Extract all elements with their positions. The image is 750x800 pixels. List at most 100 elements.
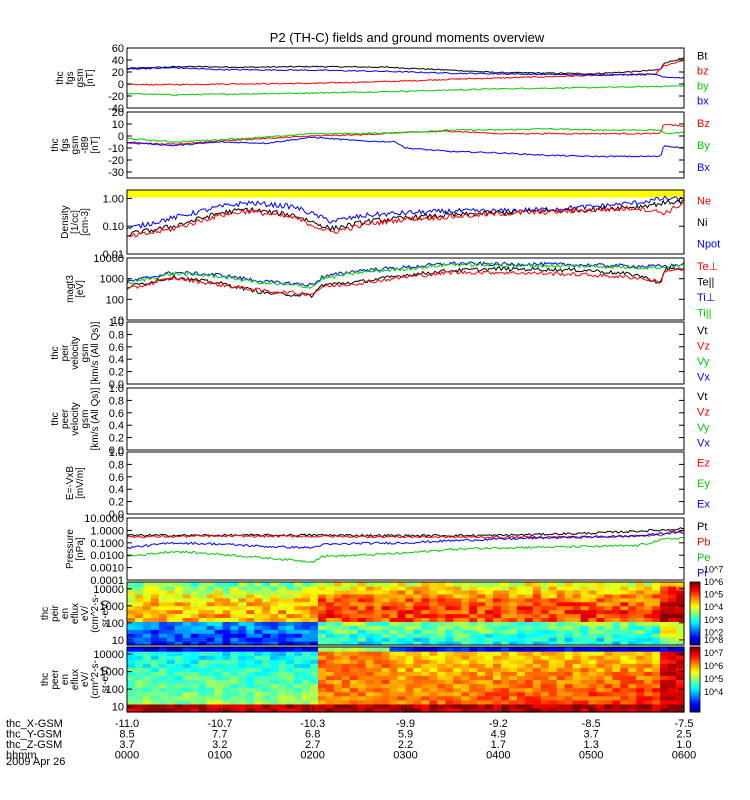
- heatmap-cell: [222, 659, 232, 664]
- heatmap-cell: [381, 593, 391, 599]
- heatmap-cell: [142, 617, 152, 622]
- heatmap-cell: [405, 651, 415, 656]
- heatmap-cell: [548, 663, 558, 668]
- colorbar-segment: [690, 656, 700, 659]
- colorbar-segment: [690, 676, 700, 679]
- heatmap-cell: [142, 585, 152, 591]
- heatmap-cell: [596, 582, 606, 587]
- heatmap-cell: [668, 679, 677, 685]
- heatmap-cell: [421, 663, 430, 668]
- heatmap-cell: [540, 679, 550, 685]
- heatmap-cell: [421, 601, 430, 607]
- heatmap-cell: [381, 629, 391, 634]
- heatmap-cell: [405, 585, 415, 591]
- heatmap-cell: [254, 641, 263, 646]
- y-tick-label: 1.00: [103, 193, 124, 205]
- heatmap-cell: [556, 655, 566, 660]
- heatmap-cell: [158, 667, 168, 672]
- heatmap-cell: [612, 667, 621, 672]
- heatmap-cell: [485, 613, 494, 619]
- heatmap-cell: [134, 593, 144, 599]
- heatmap-cell: [516, 659, 526, 664]
- heatmap-cell: [500, 691, 510, 697]
- heatmap-cell: [278, 629, 287, 634]
- heatmap-cell: [166, 675, 176, 681]
- heatmap-cell: [341, 691, 351, 697]
- heatmap-cell: [134, 659, 144, 664]
- heatmap-cell: [628, 651, 637, 656]
- heatmap-cell: [294, 651, 303, 656]
- heatmap-cell: [333, 659, 343, 664]
- heatmap-cell: [508, 589, 518, 595]
- heatmap-cell: [333, 593, 343, 599]
- heatmap-cell: [357, 637, 367, 642]
- heatmap-cell: [421, 582, 430, 587]
- heatmap-cell: [532, 691, 542, 697]
- heatmap-cell: [516, 617, 526, 622]
- heatmap-cell: [357, 621, 367, 626]
- heatmap-cell: [150, 593, 160, 599]
- heatmap-cell: [453, 679, 462, 685]
- heatmap-cell: [461, 609, 470, 615]
- heatmap-cell: [174, 707, 184, 713]
- heatmap-cell: [453, 651, 462, 656]
- y-label-line: eV/: [80, 606, 91, 621]
- heatmap-cell: [588, 687, 598, 693]
- heatmap-cell: [500, 593, 510, 599]
- heatmap-cell: [341, 617, 351, 622]
- heatmap-cell: [158, 585, 168, 591]
- heatmap-cell: [238, 625, 247, 630]
- heatmap-cell: [477, 621, 486, 626]
- colorbar-segment: [690, 619, 700, 622]
- heatmap-cell: [182, 582, 192, 587]
- heatmap-cell: [174, 667, 184, 672]
- heatmap-cell: [365, 707, 375, 713]
- heatmap-cell: [206, 703, 216, 709]
- heatmap-cell: [564, 667, 574, 672]
- heatmap-cell: [477, 691, 486, 697]
- heatmap-cell: [445, 629, 454, 634]
- heatmap-cell: [508, 691, 518, 697]
- heatmap-cell: [500, 625, 510, 630]
- heatmap-cell: [493, 703, 502, 709]
- heatmap-cell: [365, 621, 375, 626]
- heatmap-cell: [628, 601, 637, 607]
- heatmap-cell: [198, 633, 208, 638]
- heatmap-cell: [413, 637, 423, 642]
- heatmap-cell: [182, 597, 192, 603]
- heatmap-cell: [349, 601, 359, 607]
- heatmap-cell: [190, 617, 200, 622]
- heatmap-cell: [493, 687, 502, 693]
- heatmap-cell: [357, 703, 367, 709]
- y-tick-label: 10000: [93, 584, 124, 596]
- heatmap-cell: [206, 695, 216, 701]
- heatmap-cell: [206, 609, 216, 615]
- heatmap-cell: [349, 679, 359, 685]
- legend-entry: Ti⊥: [697, 292, 715, 304]
- heatmap-cell: [134, 617, 144, 622]
- heatmap-cell: [405, 582, 415, 587]
- heatmap-cell: [397, 617, 407, 622]
- y-label-peir_vel: thc peir velocity gsm [km/s (All Qs)]: [50, 321, 101, 384]
- heatmap-cell: [310, 695, 319, 701]
- heatmap-cell: [158, 621, 168, 626]
- heatmap-cell: [134, 621, 144, 626]
- heatmap-cell: [341, 699, 351, 705]
- heatmap-cell: [182, 663, 192, 668]
- heatmap-cell: [286, 641, 295, 646]
- heatmap-cell: [461, 617, 470, 622]
- heatmap-cell: [127, 613, 136, 619]
- heatmap-cell: [142, 679, 152, 685]
- panel-frame: [126, 517, 685, 581]
- heatmap-cell: [500, 667, 510, 672]
- heatmap-cell: [644, 637, 653, 642]
- heatmap-cell: [469, 679, 478, 685]
- heatmap-cell: [516, 707, 526, 713]
- heatmap-cell: [262, 589, 271, 595]
- heatmap-cell: [445, 582, 454, 587]
- heatmap-cell: [286, 675, 295, 681]
- heatmap-cell: [381, 683, 391, 689]
- heatmap-cell: [445, 647, 454, 652]
- panel-frame: [126, 451, 685, 515]
- heatmap-cell: [389, 691, 399, 697]
